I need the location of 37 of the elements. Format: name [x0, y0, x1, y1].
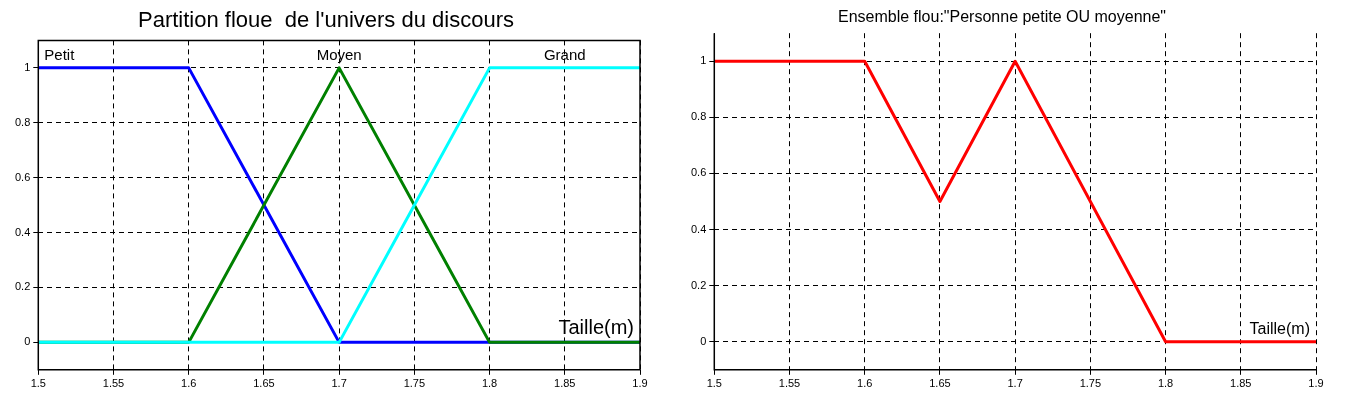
x-tick-label: 1.5	[30, 377, 46, 390]
x-tick-label: 1.8	[481, 377, 498, 390]
x-tick-label: 1.8	[1157, 377, 1174, 390]
series-label: Grand	[543, 46, 586, 64]
y-tick-label: 0	[700, 334, 707, 347]
x-tick-label: 1.75	[403, 377, 426, 390]
x-tick-label: 1.7	[331, 377, 347, 390]
x-tick-label: 1.7	[1007, 377, 1023, 390]
y-tick-label: 0.6	[14, 170, 31, 183]
x-tick-label: 1.9	[632, 377, 648, 390]
x-tick-label: 1.5	[706, 377, 722, 390]
x-tick-label: 1.9	[1308, 377, 1324, 390]
x-tick-label: 1.55	[778, 377, 801, 390]
series-label: Moyen	[316, 46, 362, 64]
y-tick-label: 0.6	[690, 166, 707, 179]
x-tick-label: 1.65	[253, 377, 275, 390]
y-tick-label: 0	[24, 335, 31, 348]
y-tick-label: 0.8	[14, 115, 31, 128]
x-tick-label: 1.85	[1230, 377, 1252, 390]
x-tick-label: 1.6	[181, 377, 197, 390]
chart-title: Partition floue de l'univers du discours	[138, 7, 514, 33]
x-tick-label: 1.55	[102, 377, 125, 390]
x-tick-label: 1.85	[554, 377, 576, 390]
x-axis-title: Taille(m)	[1249, 320, 1310, 338]
y-tick-label: 0.4	[14, 225, 31, 238]
y-tick-label: 0.4	[690, 222, 707, 235]
x-tick-label: 1.6	[857, 377, 873, 390]
y-tick-label: 1	[700, 54, 707, 67]
chart-title: Ensemble flou:"Personne petite OU moyenne"	[838, 8, 1166, 26]
x-tick-label: 1.75	[1079, 377, 1102, 390]
y-tick-label: 0.2	[14, 280, 31, 293]
x-axis-title: Taille(m)	[558, 315, 634, 338]
series-label: Petit	[44, 46, 76, 64]
y-tick-label: 1	[24, 60, 31, 73]
y-tick-label: 0.2	[690, 278, 707, 291]
y-tick-label: 0.8	[690, 110, 707, 123]
x-tick-label: 1.65	[929, 377, 951, 390]
